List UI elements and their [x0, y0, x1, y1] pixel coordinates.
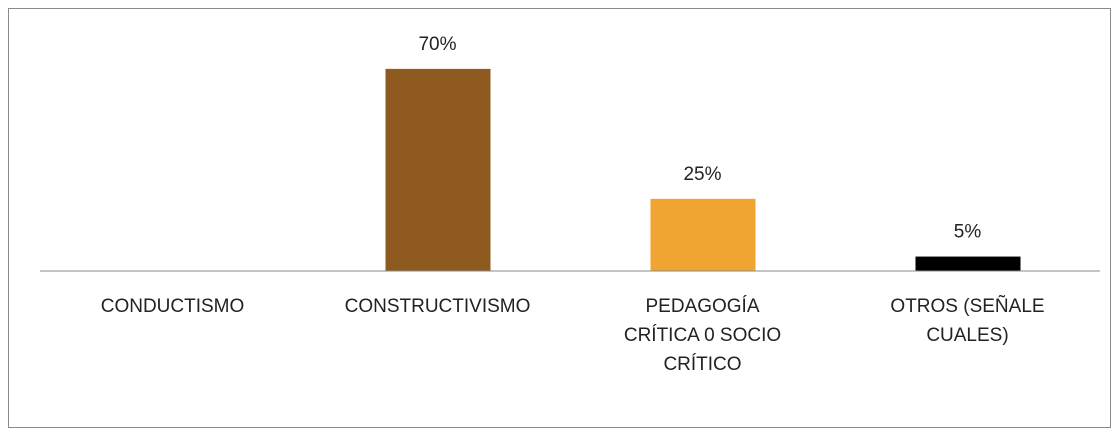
value-label: 5%	[954, 222, 982, 243]
bar	[385, 68, 491, 271]
value-label: 25%	[683, 164, 721, 185]
bar	[915, 256, 1021, 271]
x-tick-label: PEDAGOGÍA CRÍTICA 0 SOCIO CRÍTICO	[623, 296, 782, 375]
value-label: 70%	[418, 34, 456, 55]
page: 70%25%5% (() => { const data = JSON.pars…	[8, 8, 1111, 428]
x-tick-label: CONDUCTISMO	[100, 296, 245, 317]
x-tick-label: OTROS (SEÑALE CUALES)	[890, 296, 1045, 346]
bar	[650, 198, 756, 271]
chart: 70% 25% 5%	[40, 34, 1100, 272]
x-tick-label: CONSTRUCTIVISMO	[344, 296, 531, 317]
